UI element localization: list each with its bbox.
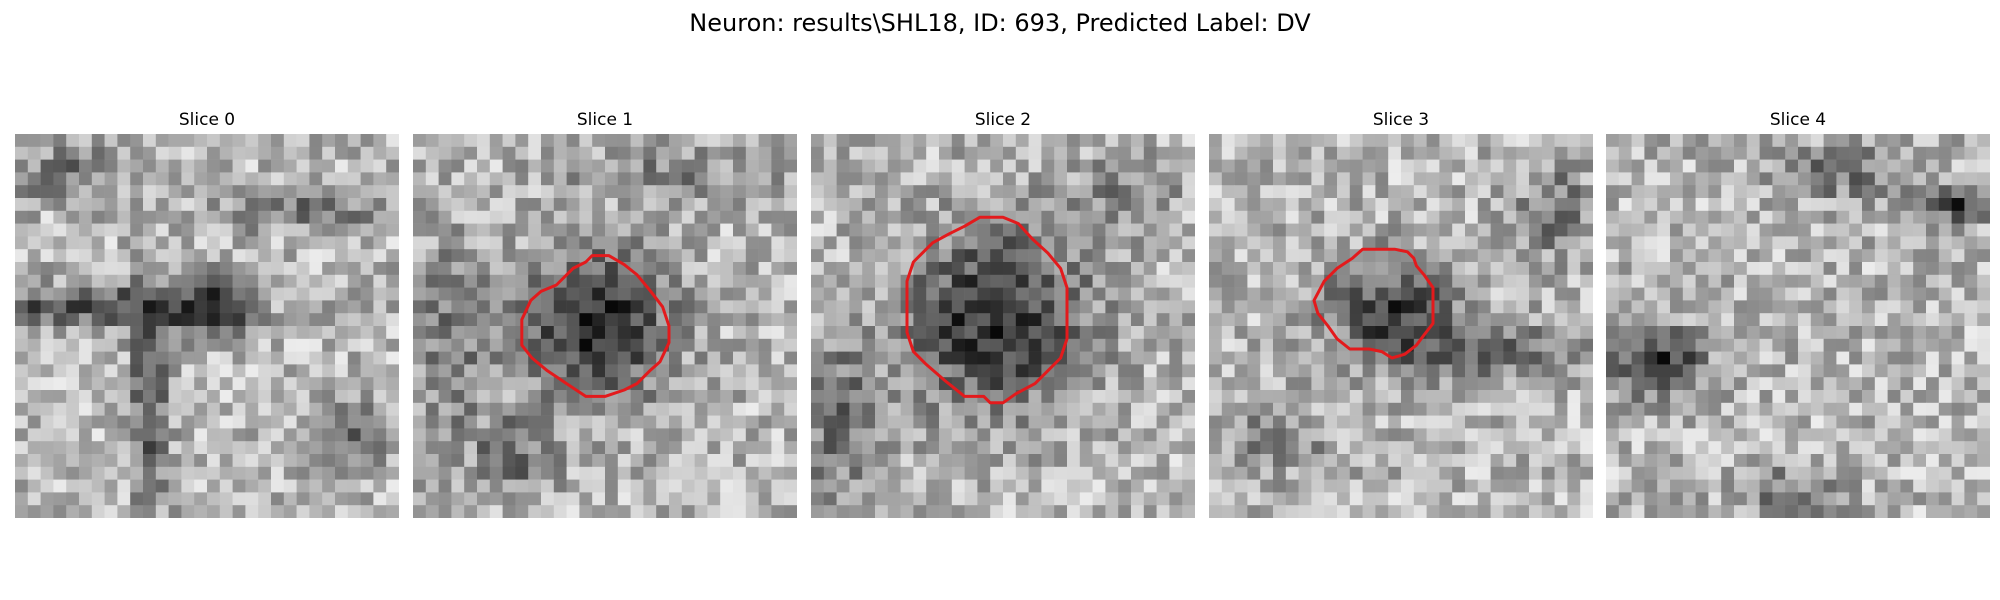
slice-title: Slice 2	[974, 110, 1032, 130]
slice-title: Slice 1	[576, 110, 634, 130]
slice-title: Slice 3	[1372, 110, 1430, 130]
segmentation-contour	[1312, 247, 1435, 360]
slice-image	[413, 134, 797, 518]
slice-4-grayscale-image	[1606, 134, 1990, 518]
slice-image	[811, 134, 1195, 518]
segmentation-contour	[520, 254, 671, 398]
slice-2-grayscale-image	[811, 134, 1195, 518]
slice-image	[1209, 134, 1593, 518]
slice-1-grayscale-image	[413, 134, 797, 518]
slice-0-grayscale-image	[15, 134, 399, 518]
figure-title: Neuron: results\SHL18, ID: 693, Predicte…	[689, 9, 1311, 37]
segmentation-contour	[905, 215, 1069, 405]
slice-title: Slice 4	[1769, 110, 1827, 130]
slice-image	[15, 134, 399, 518]
slice-title: Slice 0	[178, 110, 236, 130]
slice-3-grayscale-image	[1209, 134, 1593, 518]
slice-image	[1606, 134, 1990, 518]
